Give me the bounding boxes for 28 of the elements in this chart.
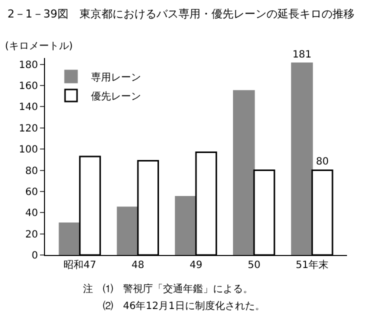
y-axis-title: (キロメートル) — [5, 41, 73, 52]
x-tick-label: 51年末 — [296, 259, 329, 271]
data-label: 80 — [316, 156, 329, 168]
y-tick-label: 80 — [25, 166, 38, 177]
y-tick-label: 180 — [18, 60, 38, 71]
text: 注 ⑴ 警視庁「交通年鑑」による。 — [83, 283, 253, 295]
x-tick-label: 48 — [132, 260, 144, 271]
x-tick-label: 49 — [190, 260, 202, 271]
y-tick-label: 20 — [25, 229, 38, 240]
y-tick-label: 0 — [32, 250, 38, 262]
bar — [58, 222, 81, 255]
bar — [233, 90, 255, 255]
legend-label: 優先レーン — [91, 90, 142, 102]
x-tick-label: 50 — [248, 260, 260, 271]
y-tick-label: 140 — [18, 102, 38, 114]
y-tick-label: 100 — [18, 144, 38, 156]
text: ⑵ 46年12月1日に制度化された。 — [83, 300, 265, 312]
y-tick-label: 160 — [18, 81, 38, 92]
y-tick-label: 40 — [25, 208, 38, 220]
y-tick-label: 120 — [18, 123, 38, 134]
legend-label: 専用レーン — [91, 71, 142, 84]
data-label: 181 — [292, 49, 312, 60]
bar — [291, 62, 313, 255]
bar — [174, 196, 197, 255]
bar — [116, 206, 139, 255]
x-tick-label: 昭和47 — [63, 259, 96, 271]
chart-title: 2－1－39図 東京都におけるバス専用・優先レーンの延長キロの推移 — [7, 8, 354, 21]
y-tick-label: 60 — [25, 186, 38, 198]
